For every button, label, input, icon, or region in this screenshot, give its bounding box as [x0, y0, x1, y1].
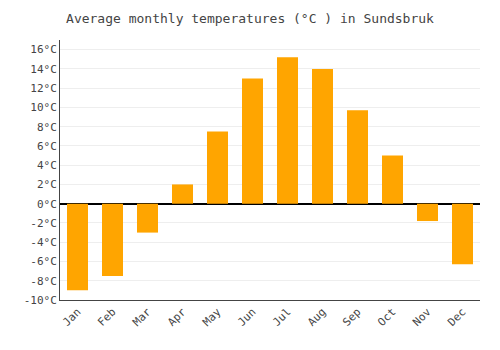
svg-text:12°C: 12°C — [30, 82, 57, 95]
svg-text:Jun: Jun — [235, 306, 258, 329]
svg-text:Feb: Feb — [95, 306, 118, 329]
svg-text:Mar: Mar — [130, 305, 154, 329]
svg-text:2°C: 2°C — [37, 178, 57, 191]
svg-text:Average monthly temperatures (: Average monthly temperatures (°C ) in Su… — [66, 11, 434, 26]
svg-text:8°C: 8°C — [37, 121, 57, 134]
svg-text:-4°C: -4°C — [30, 236, 57, 249]
svg-text:Oct: Oct — [375, 306, 398, 329]
svg-text:May: May — [200, 305, 224, 329]
svg-text:Jan: Jan — [60, 306, 83, 329]
svg-text:0°C: 0°C — [37, 198, 57, 211]
svg-text:Sep: Sep — [340, 306, 363, 329]
svg-text:Apr: Apr — [165, 305, 189, 329]
svg-text:10°C: 10°C — [30, 101, 57, 114]
svg-text:Nov: Nov — [410, 305, 434, 329]
svg-text:-8°C: -8°C — [30, 275, 57, 288]
svg-text:6°C: 6°C — [37, 140, 57, 153]
svg-text:Dec: Dec — [445, 306, 468, 329]
svg-text:-10°C: -10°C — [24, 294, 57, 307]
svg-text:-6°C: -6°C — [30, 255, 57, 268]
svg-text:16°C: 16°C — [30, 43, 57, 56]
svg-text:14°C: 14°C — [30, 63, 57, 76]
svg-text:-2°C: -2°C — [30, 217, 57, 230]
svg-text:Aug: Aug — [305, 306, 328, 329]
svg-text:4°C: 4°C — [37, 159, 57, 172]
svg-text:Jul: Jul — [270, 306, 293, 329]
